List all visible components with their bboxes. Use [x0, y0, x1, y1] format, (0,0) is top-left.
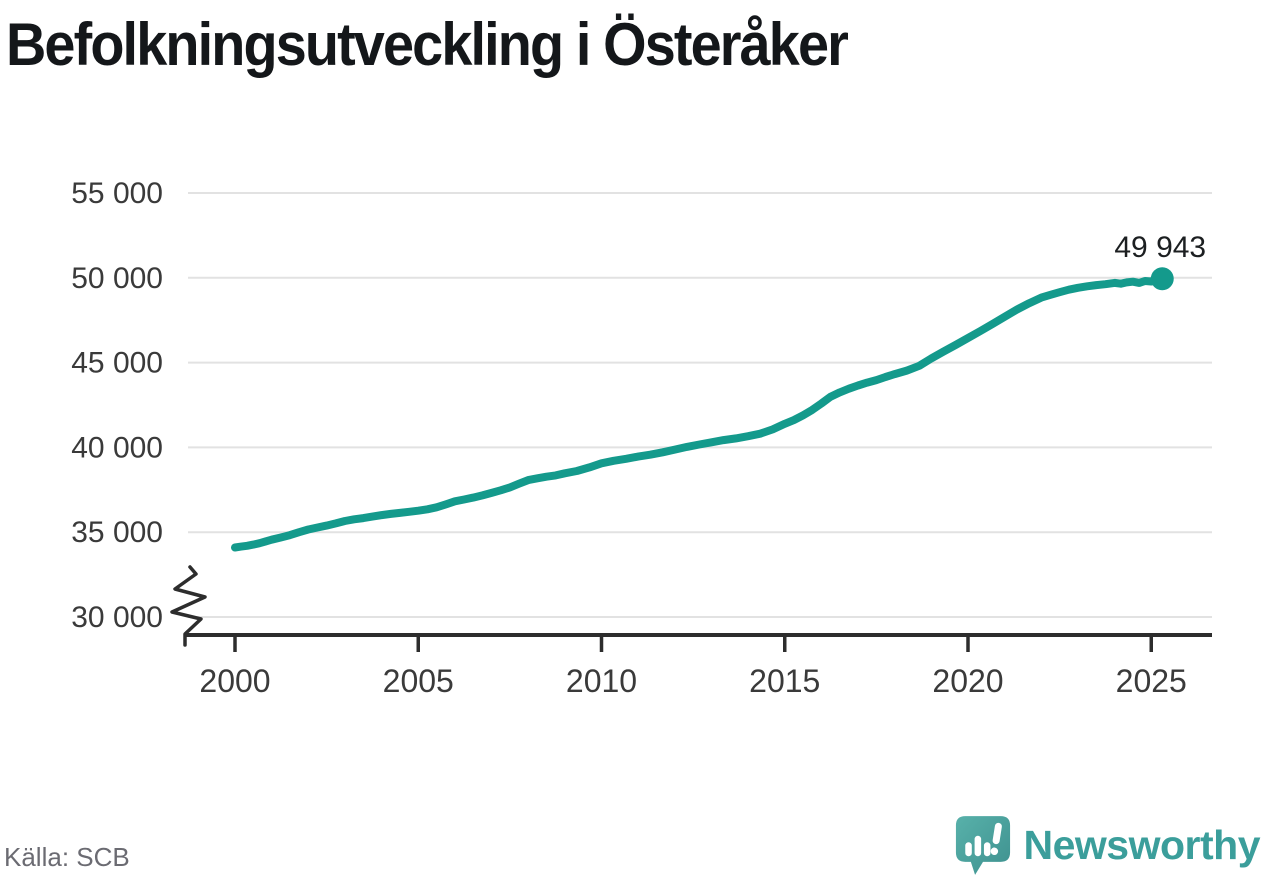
- newsworthy-logo-text: Newsworthy: [1023, 822, 1261, 868]
- newsworthy-logo-icon: [955, 816, 1010, 875]
- x-tick-label: 2020: [932, 663, 1003, 699]
- y-tick-label: 30 000: [71, 601, 163, 634]
- x-tick-label: 2015: [749, 663, 820, 699]
- y-tick-label: 55 000: [71, 177, 163, 210]
- newsworthy-logo: Newsworthy: [955, 815, 1261, 877]
- chart-title: Befolkningsutveckling i Österåker: [6, 11, 849, 78]
- x-tick-label: 2000: [199, 663, 270, 699]
- axis-break-icon: [170, 565, 207, 647]
- end-point-dot: [1150, 267, 1174, 291]
- x-tick-label: 2010: [566, 663, 637, 699]
- x-tick-label: 2005: [383, 663, 454, 699]
- x-tick-label: 2025: [1116, 663, 1187, 699]
- y-tick-label: 40 000: [71, 431, 163, 464]
- y-tick-label: 45 000: [71, 347, 163, 380]
- end-point-label: 49 943: [1114, 231, 1206, 264]
- source-label: Källa: SCB: [4, 842, 130, 872]
- population-line: [231, 274, 1167, 552]
- y-tick-label: 35 000: [71, 516, 163, 549]
- bar-chart-exclamation-glyph: [964, 822, 1002, 857]
- y-tick-label: 50 000: [71, 262, 163, 295]
